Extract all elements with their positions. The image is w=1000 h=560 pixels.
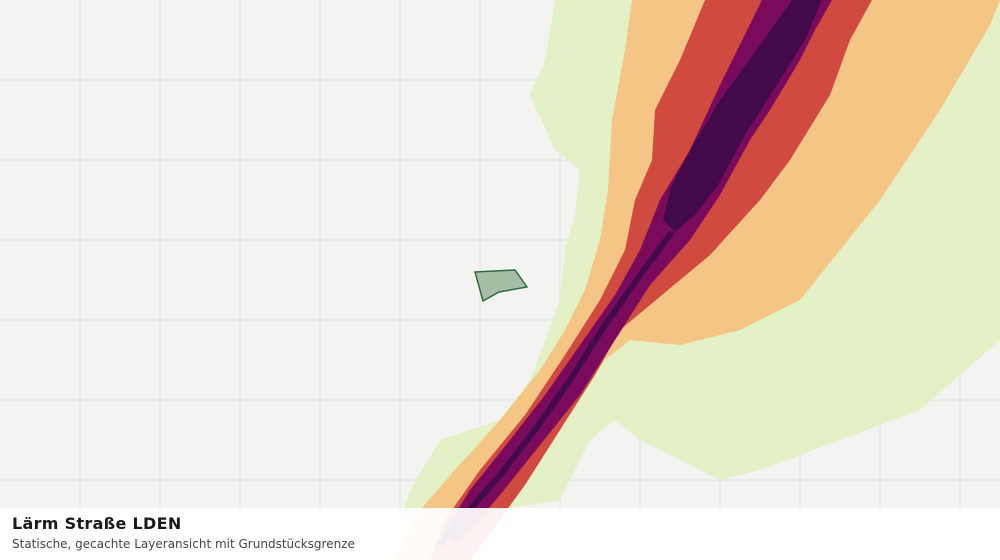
parcel-boundary [474,269,529,303]
noise-zone-extreme [663,0,822,232]
caption-box: Lärm Straße LDEN Statische, gecachte Lay… [0,508,1000,560]
map-subtitle: Statische, gecachte Layeransicht mit Gru… [12,537,355,551]
map-title: Lärm Straße LDEN [12,514,182,533]
